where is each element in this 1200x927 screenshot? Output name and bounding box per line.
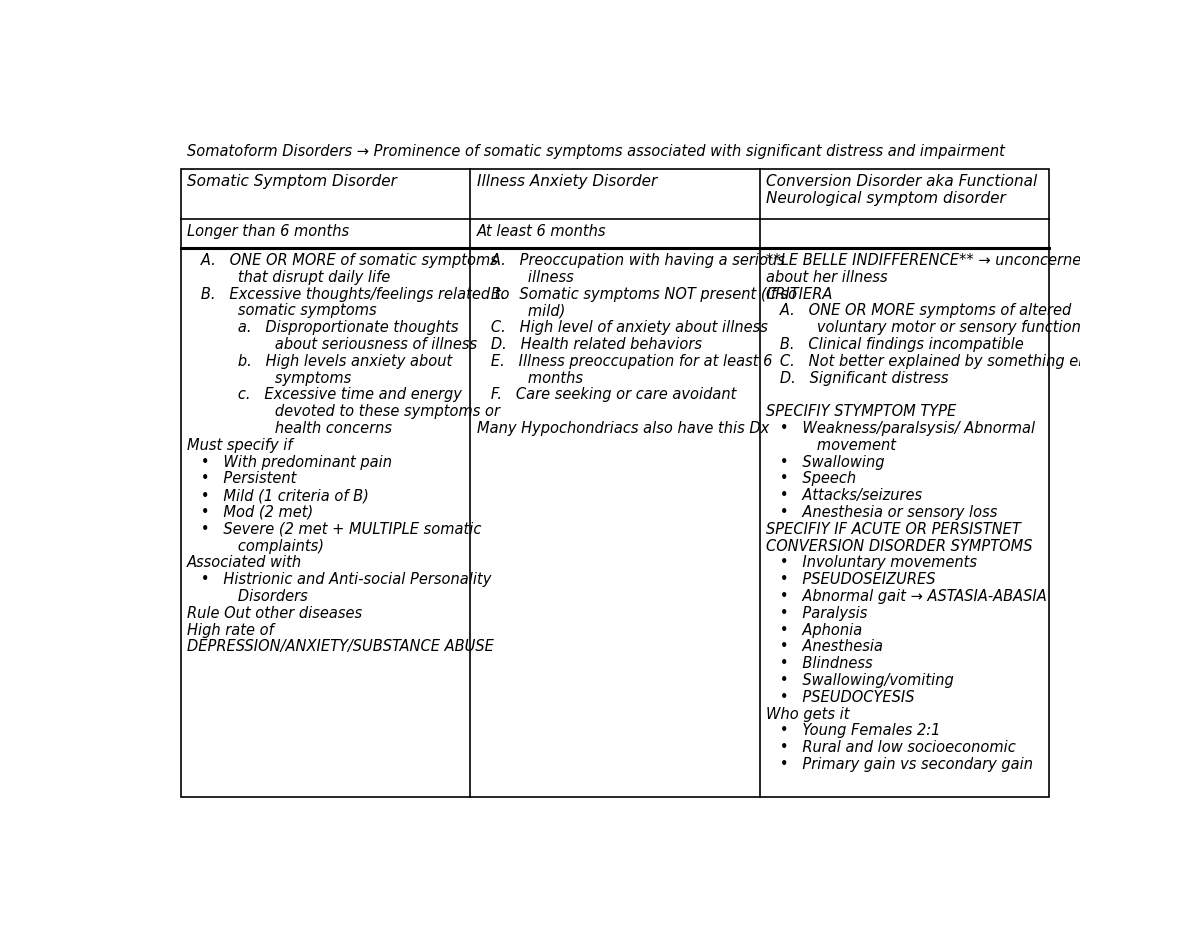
- Text: **LE BELLE INDIFFERENCE** → unconcerned
about her illness
CRITIERA
   A.   ONE O: **LE BELLE INDIFFERENCE** → unconcerned …: [766, 253, 1099, 772]
- Text: A.   ONE OR MORE of somatic symptoms
           that disrupt daily life
   B.   : A. ONE OR MORE of somatic symptoms that …: [187, 253, 510, 654]
- Text: Somatic Symptom Disorder: Somatic Symptom Disorder: [187, 173, 397, 188]
- Text: Somatoform Disorders → Prominence of somatic symptoms associated with significan: Somatoform Disorders → Prominence of som…: [187, 144, 1006, 159]
- Text: Illness Anxiety Disorder: Illness Anxiety Disorder: [476, 173, 656, 188]
- Text: Conversion Disorder aka Functional
Neurological symptom disorder: Conversion Disorder aka Functional Neuro…: [766, 173, 1037, 206]
- Text: At least 6 months: At least 6 months: [476, 223, 606, 238]
- Text: Longer than 6 months: Longer than 6 months: [187, 223, 349, 238]
- Bar: [181, 169, 1049, 796]
- Text: A.   Preoccupation with having a serious
           illness
   B.   Somatic symp: A. Preoccupation with having a serious i…: [476, 253, 797, 436]
